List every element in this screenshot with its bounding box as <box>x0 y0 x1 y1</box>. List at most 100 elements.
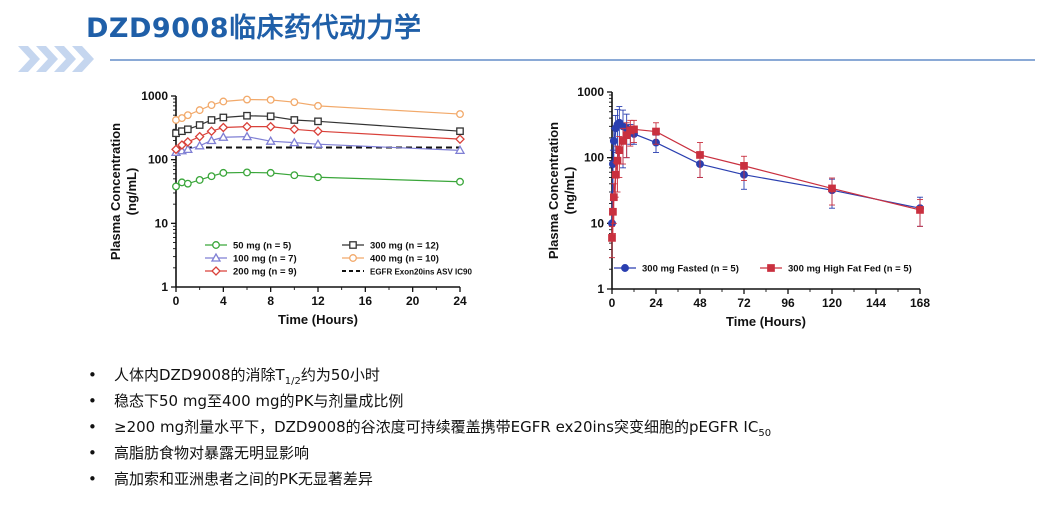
x-tick-label: 4 <box>220 294 227 308</box>
data-point <box>265 121 276 132</box>
data-point <box>195 106 204 115</box>
y-tick-label: 100 <box>584 151 604 165</box>
list-item: • 稳态下50 mg至400 mg的PK与剂量成比例 <box>88 392 404 410</box>
data-point <box>455 134 465 145</box>
data-point <box>171 144 181 155</box>
legend-label: 300 mg High Fat Fed (n = 5) <box>788 264 912 275</box>
x-tick-label: 24 <box>649 296 663 310</box>
data-point <box>652 127 660 136</box>
y-axis-label: Plasma Concentration <box>546 122 561 259</box>
data-point <box>243 168 251 177</box>
data-point <box>183 179 192 188</box>
legend-marker <box>349 254 357 262</box>
legend-label: 300 mg (n = 12) <box>370 241 439 252</box>
data-point <box>182 137 193 147</box>
data-point <box>611 170 620 179</box>
legend-marker <box>212 241 220 249</box>
data-point <box>312 138 324 148</box>
chevron-decoration-icon <box>18 46 94 72</box>
y-tick-label: 1000 <box>141 89 168 103</box>
legend-label: 200 mg (n = 9) <box>233 267 297 278</box>
data-point <box>266 112 275 121</box>
data-point <box>183 111 192 120</box>
x-tick-label: 72 <box>737 296 751 310</box>
y-axis-label-unit: (ng/mL) <box>562 167 577 215</box>
data-point <box>207 116 216 124</box>
data-point <box>609 193 618 202</box>
data-point <box>206 135 217 145</box>
data-point <box>290 98 299 107</box>
data-point <box>242 121 252 132</box>
x-axis-label: Time (Hours) <box>278 312 358 327</box>
data-point <box>183 125 192 134</box>
y-tick-label: 10 <box>155 216 169 230</box>
data-point <box>194 140 205 150</box>
x-tick-label: 20 <box>406 294 420 308</box>
x-axis-label: Time (Hours) <box>726 314 806 329</box>
data-point <box>630 125 638 134</box>
list-item: • 高脂肪食物对暴露无明显影响 <box>88 444 310 462</box>
data-point <box>289 137 300 147</box>
page-title: DZD9008临床药代动力学 <box>86 13 422 44</box>
data-point <box>314 173 322 182</box>
y-tick-label: 1000 <box>577 85 604 99</box>
list-item: • ≥200 mg剂量水平下，DZD9008的谷浓度可持续覆盖携带EGFR ex2… <box>88 418 772 439</box>
x-tick-label: 96 <box>781 296 795 310</box>
x-tick-label: 16 <box>359 294 373 308</box>
data-point <box>241 131 253 141</box>
data-point <box>916 206 924 214</box>
data-point <box>207 172 216 181</box>
data-point <box>219 97 228 106</box>
key-findings-list: • 人体内DZD9008的消除T1/2约为50小时 • 稳态下50 mg至400 m… <box>88 364 771 494</box>
bullet-icon: • <box>88 392 97 410</box>
data-point <box>456 110 464 119</box>
legend-marker <box>621 264 629 272</box>
data-point <box>195 176 204 184</box>
data-point <box>828 184 836 193</box>
data-point <box>696 151 704 159</box>
data-point <box>289 124 300 135</box>
legend-label: 400 mg (n = 10) <box>370 254 439 265</box>
data-point <box>176 140 187 150</box>
data-point <box>454 145 466 155</box>
data-point <box>290 171 299 180</box>
data-point <box>290 116 299 124</box>
x-tick-label: 8 <box>267 294 274 308</box>
bullet-icon: • <box>88 366 97 384</box>
data-point <box>219 168 228 177</box>
legend-label: 300 mg Fasted (n = 5) <box>642 264 739 275</box>
legend-label: 50 mg (n = 5) <box>233 241 291 252</box>
data-point <box>456 127 464 136</box>
series-line <box>611 121 921 224</box>
list-item: • 人体内DZD9008的消除T1/2约为50小时 <box>88 366 380 387</box>
list-item: • 高加索和亚洲患者之间的PK无显著差异 <box>88 470 373 488</box>
x-tick-label: 168 <box>910 296 930 310</box>
legend-marker <box>211 266 221 276</box>
data-point <box>266 168 275 177</box>
data-point <box>608 234 616 242</box>
header-divider <box>110 59 1035 61</box>
data-point <box>243 111 251 120</box>
y-tick-label: 100 <box>148 153 168 167</box>
data-point <box>207 101 216 110</box>
data-point <box>314 101 322 110</box>
data-point <box>314 117 322 126</box>
x-tick-label: 12 <box>311 294 325 308</box>
data-point <box>609 207 617 216</box>
x-tick-label: 0 <box>173 294 180 308</box>
legend-marker <box>767 264 775 272</box>
x-tick-label: 144 <box>866 296 886 310</box>
data-point <box>609 136 618 145</box>
data-point <box>613 156 622 165</box>
data-point <box>313 126 323 137</box>
x-tick-label: 0 <box>609 296 616 310</box>
bullet-icon: • <box>88 444 97 462</box>
legend-marker <box>349 241 357 249</box>
data-point <box>182 144 193 154</box>
data-point <box>206 126 217 137</box>
x-tick-label: 24 <box>453 294 467 308</box>
bullet-icon: • <box>88 418 97 436</box>
y-tick-label: 1 <box>597 282 604 296</box>
data-point <box>740 162 748 170</box>
y-tick-label: 10 <box>591 216 605 230</box>
